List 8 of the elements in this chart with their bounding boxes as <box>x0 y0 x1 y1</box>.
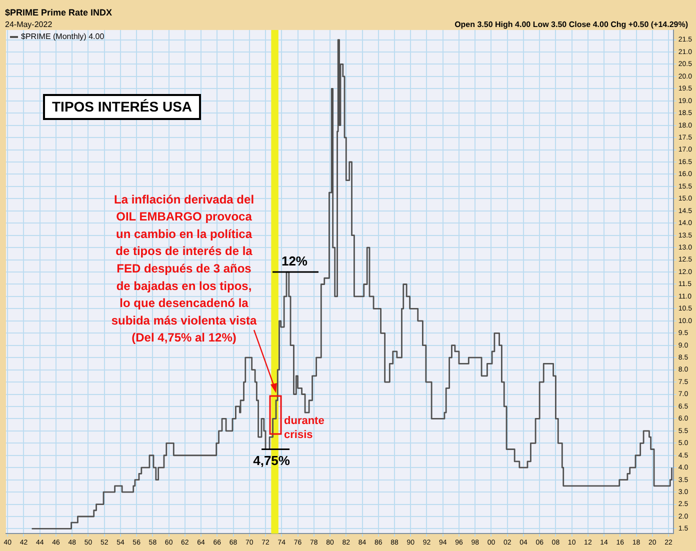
annotation: durante crisis <box>284 415 324 442</box>
annotation: 12% <box>281 254 308 269</box>
text: $PRIME Prime Rate INDX <box>5 7 112 18</box>
legend-label: $PRIME (Monthly) 4.00 <box>21 32 105 42</box>
text: Open 3.50 High 4.00 Low 3.50 Close 4.00 Chg +0.50 (+14.29%) <box>454 20 688 30</box>
text: 24-May-2022 <box>5 20 53 30</box>
text: La inflación derivada del OIL EMBARGO provoca un cambio en la política de tipos de interés de la FED después de 3 años de bajadas en los tipos, lo que desencadenó la subida más violenta vista (Del 4,75% al 12%) <box>111 192 257 345</box>
text: TIPOS INTERÉS USA <box>52 98 192 114</box>
